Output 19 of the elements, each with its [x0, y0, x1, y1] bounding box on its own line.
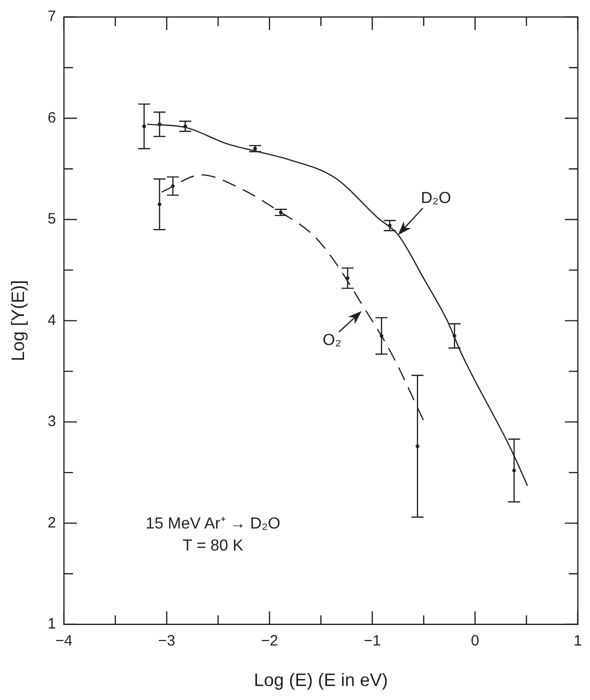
annotation: D₂O — [420, 190, 452, 208]
y-tick-label: 4 — [48, 312, 56, 329]
x-tick-label: 1 — [574, 632, 582, 650]
y-tick-label: 2 — [48, 514, 56, 532]
annotation: O₂ — [322, 332, 342, 349]
y-tick-label: 6 — [48, 109, 56, 126]
x-axis-title: Log (E) (E in eV) — [254, 670, 388, 690]
y-axis-title: Log [Y(E)] — [8, 280, 28, 362]
annotation: 15 MeV Ar⁺ → D₂O — [146, 516, 280, 533]
y-tick-label: 1 — [48, 616, 56, 633]
annotation: T = 80 K — [182, 537, 244, 554]
x-tick-label: −2 — [260, 632, 278, 650]
x-tick-label: −3 — [158, 632, 176, 650]
y-tick-label: 3 — [48, 413, 56, 430]
x-tick-label: −1 — [364, 632, 381, 650]
y-tick-label: 5 — [48, 210, 56, 228]
x-tick-label: −4 — [55, 632, 72, 650]
y-tick-label: 7 — [48, 8, 56, 26]
x-tick-label: 0 — [470, 632, 480, 650]
